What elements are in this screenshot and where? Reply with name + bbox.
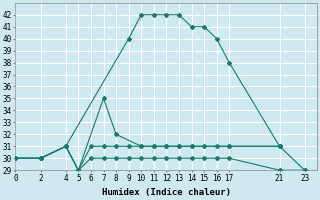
X-axis label: Humidex (Indice chaleur): Humidex (Indice chaleur) <box>102 188 231 197</box>
